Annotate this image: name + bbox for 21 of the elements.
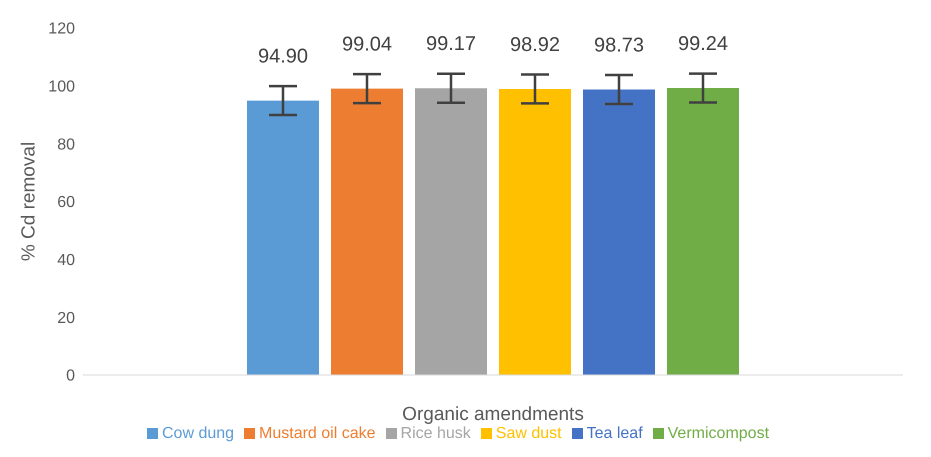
data-label: 94.90 bbox=[258, 46, 308, 68]
y-axis-title: % Cd removal bbox=[18, 142, 40, 262]
data-label: 98.92 bbox=[510, 34, 560, 56]
legend-label: Mustard oil cake bbox=[259, 425, 376, 442]
y-tick-label: 60 bbox=[57, 194, 76, 212]
legend-label: Rice husk bbox=[400, 425, 471, 442]
y-tick-label: 120 bbox=[48, 20, 76, 38]
data-label: 99.04 bbox=[342, 34, 392, 56]
legend-label: Tea leaf bbox=[586, 425, 643, 442]
data-label: 99.24 bbox=[678, 33, 728, 56]
legend-label: Saw dust bbox=[496, 425, 562, 442]
data-label: 98.73 bbox=[594, 34, 644, 57]
legend-label: Cow dung bbox=[162, 425, 234, 442]
y-tick-label: 0 bbox=[66, 368, 76, 385]
y-tick-label: 100 bbox=[48, 78, 76, 96]
x-axis-title: Organic amendments bbox=[402, 404, 584, 425]
y-tick-label: 40 bbox=[57, 252, 76, 270]
y-tick-label: 80 bbox=[57, 136, 76, 154]
legend-label: Vermicompost bbox=[668, 425, 770, 442]
data-label: 99.17 bbox=[426, 33, 476, 56]
y-tick-label: 20 bbox=[57, 310, 76, 327]
